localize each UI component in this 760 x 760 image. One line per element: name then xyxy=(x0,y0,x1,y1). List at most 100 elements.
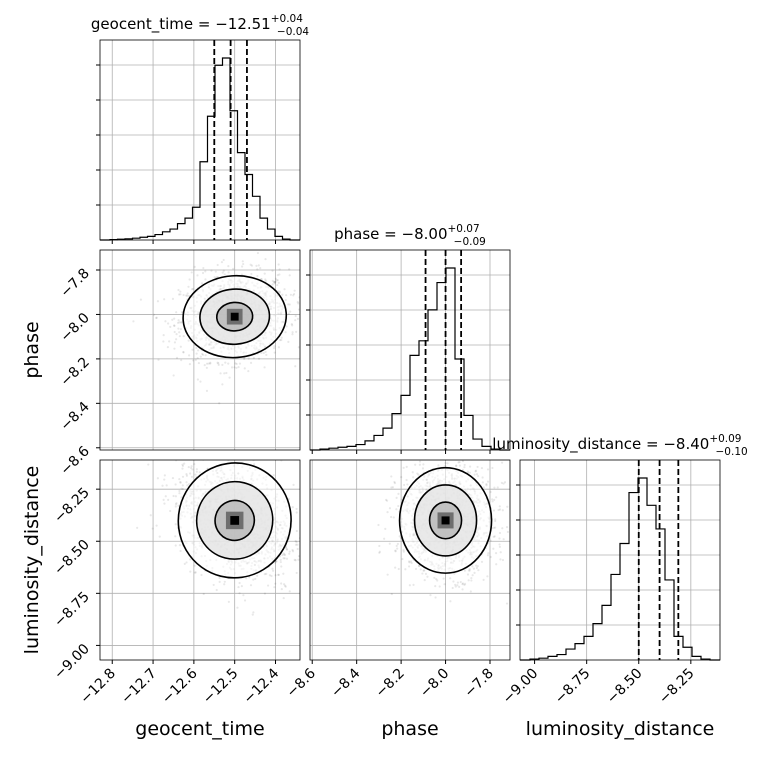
sample-point xyxy=(449,444,451,446)
sample-point xyxy=(297,308,300,311)
sample-point xyxy=(185,473,188,476)
sample-point xyxy=(295,529,298,533)
sample-point xyxy=(156,300,160,303)
sample-point xyxy=(283,557,286,560)
hist-panel-luminosity_distance: luminosity_distance = −8.40+0.09 −0.10 xyxy=(492,433,748,664)
sample-point xyxy=(403,483,406,487)
sample-point xyxy=(182,335,185,338)
sample-point xyxy=(273,351,276,354)
y-tick-label: −8.6 xyxy=(57,443,92,478)
sample-point xyxy=(163,502,166,505)
sample-point xyxy=(185,561,188,564)
sample-point xyxy=(257,264,260,267)
sample-point xyxy=(292,294,295,297)
sample-point xyxy=(178,478,181,481)
sample-point xyxy=(423,569,426,572)
sample-point xyxy=(205,362,209,365)
sample-point xyxy=(257,452,259,454)
sample-point xyxy=(318,557,320,559)
y-tick-label: −8.25 xyxy=(51,485,93,527)
sample-point xyxy=(222,247,224,249)
sample-point xyxy=(496,486,499,489)
sample-point xyxy=(461,582,465,585)
sample-point xyxy=(294,543,298,546)
title-luminosity_distance: luminosity_distance = −8.40+0.09 −0.10 xyxy=(492,433,747,458)
y-tick-label: −7.8 xyxy=(57,266,92,301)
sample-point xyxy=(217,362,220,365)
sample-point xyxy=(494,518,497,521)
y-tick-label: −8.0 xyxy=(57,310,92,345)
sample-point xyxy=(378,551,381,554)
sample-point xyxy=(193,265,196,268)
sample-point xyxy=(263,272,266,275)
sample-point xyxy=(249,361,253,364)
sample-point xyxy=(489,555,492,559)
sample-point xyxy=(242,594,245,597)
sample-point xyxy=(289,293,292,296)
sample-point xyxy=(202,266,205,270)
sample-point xyxy=(463,569,467,572)
sample-point xyxy=(397,504,400,508)
sample-point xyxy=(468,471,471,474)
sample-point xyxy=(282,572,285,575)
sample-point xyxy=(424,454,426,456)
sample-point xyxy=(316,561,318,563)
sample-point xyxy=(175,502,178,505)
sample-point xyxy=(277,281,280,284)
sample-point xyxy=(458,464,462,467)
sample-point xyxy=(280,336,283,339)
sample-point xyxy=(331,582,333,584)
sample-point xyxy=(152,313,156,316)
sample-point xyxy=(263,366,266,369)
sample-point xyxy=(156,477,159,480)
sample-point xyxy=(285,548,288,551)
sample-point xyxy=(173,438,175,440)
title-prefix: phase = xyxy=(334,225,401,243)
sample-point xyxy=(224,361,227,364)
sample-point xyxy=(199,355,202,358)
sample-point xyxy=(169,509,172,513)
sample-point xyxy=(428,456,430,458)
sample-point xyxy=(284,584,287,587)
sample-point xyxy=(307,325,309,327)
sample-point xyxy=(222,258,225,262)
sample-point xyxy=(275,560,278,563)
sample-point xyxy=(180,487,183,490)
sample-point xyxy=(172,494,175,498)
sample-point xyxy=(412,583,415,586)
sample-point xyxy=(317,610,319,612)
sample-point xyxy=(191,348,194,351)
sample-point xyxy=(255,264,258,268)
sample-point xyxy=(447,448,449,450)
sample-point xyxy=(436,579,439,582)
sample-point xyxy=(196,356,199,360)
sample-point xyxy=(472,567,476,570)
sample-point xyxy=(288,550,291,553)
sample-point xyxy=(178,489,181,493)
sample-point xyxy=(256,268,259,271)
sample-point xyxy=(401,557,404,561)
sample-point xyxy=(435,428,437,430)
sample-point xyxy=(486,468,490,471)
sample-point xyxy=(498,531,502,535)
sample-point xyxy=(284,585,287,588)
sample-point xyxy=(173,317,176,320)
sample-point xyxy=(475,564,478,567)
sample-point xyxy=(291,333,294,336)
sample-point xyxy=(178,335,181,338)
sample-point xyxy=(171,318,174,321)
sample-point xyxy=(303,538,305,540)
sample-point xyxy=(223,583,226,586)
sample-point xyxy=(256,274,259,278)
sample-point xyxy=(175,398,177,400)
x-tick-label: −7.8 xyxy=(461,666,496,701)
sample-point xyxy=(168,340,171,343)
sample-point xyxy=(149,514,152,517)
title-upper: +0.07 xyxy=(447,223,479,235)
sample-point xyxy=(166,345,170,349)
sample-point xyxy=(477,475,480,478)
sample-point xyxy=(304,550,306,552)
sample-point xyxy=(505,602,509,605)
sample-point xyxy=(419,568,422,571)
title-phase: phase = −8.00+0.07 −0.09 xyxy=(334,223,486,248)
